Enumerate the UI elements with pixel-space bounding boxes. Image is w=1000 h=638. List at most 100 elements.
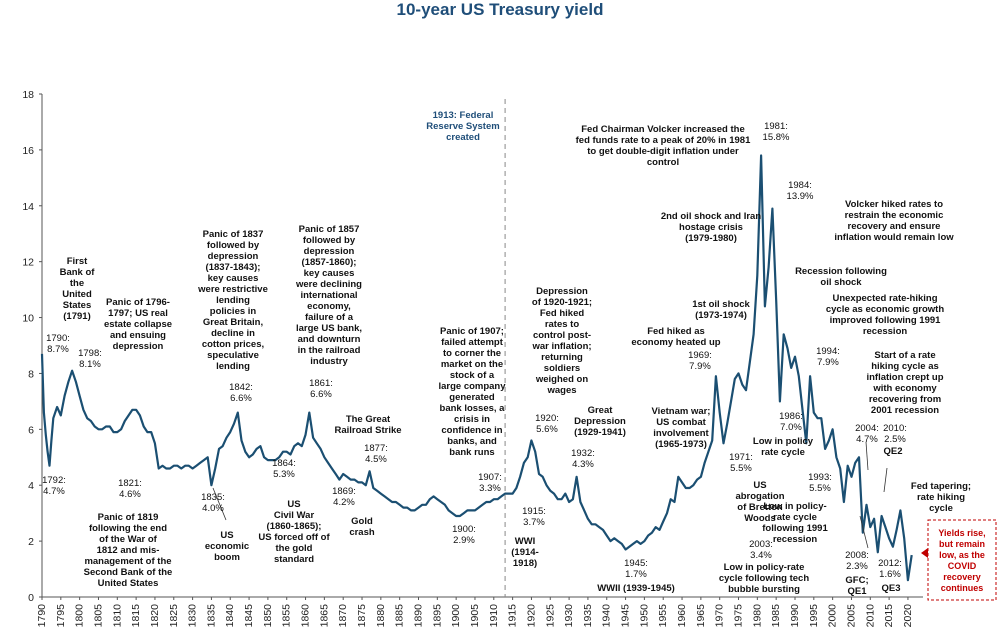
event-note: Gold crash bbox=[349, 516, 375, 538]
annotation-label-line: 8.7% bbox=[47, 344, 69, 355]
event-note: 2nd oil shock and Iran hostage crisis (197… bbox=[661, 211, 761, 244]
event-note: GFC; QE1 bbox=[845, 575, 868, 597]
annotation-label: 1861: 6.6% bbox=[309, 378, 333, 400]
event-note-line: rate cycle bbox=[773, 512, 817, 523]
annotation-label-line: 1790: bbox=[46, 333, 70, 344]
annotation-label-line: 5.5% bbox=[730, 463, 752, 474]
covid-callout-box bbox=[927, 519, 997, 601]
event-note-line: the bbox=[70, 278, 84, 289]
x-tick-label: 1940 bbox=[601, 604, 613, 628]
x-tick-label: 1920 bbox=[525, 604, 537, 628]
event-note-line: Panic of 1907; bbox=[440, 326, 504, 337]
event-note-line: standard bbox=[274, 554, 314, 565]
annotation-label: 1864: 5.3% bbox=[272, 458, 296, 480]
y-tick-label: 14 bbox=[22, 201, 34, 213]
event-note-line: bank losses, a bbox=[440, 403, 506, 414]
annotation-label: 1792: 4.7% bbox=[42, 475, 66, 497]
event-note-line: (1837-1843); bbox=[206, 262, 261, 273]
event-note-line: Low in policy- bbox=[763, 501, 826, 512]
event-note-line: Panic of 1837 bbox=[203, 229, 264, 240]
event-note-line: cycle as economic growth bbox=[826, 304, 944, 315]
annotation-label: 2008: 2.3% bbox=[845, 550, 869, 572]
event-note: Vietnam war; US combat involvement (1965-19… bbox=[652, 406, 711, 450]
annotation-label: 2004: 4.7% bbox=[855, 423, 879, 445]
event-note-line: hiking cycle as bbox=[871, 361, 939, 372]
event-note-line: to get double-digit inflation under bbox=[587, 146, 739, 157]
annotation-label-line: 2.9% bbox=[453, 535, 475, 546]
event-note: QE2 bbox=[883, 446, 902, 457]
event-note-line: failure of a bbox=[305, 312, 354, 323]
event-note-line: Fed tapering; bbox=[911, 481, 971, 492]
y-tick-label: 18 bbox=[22, 89, 34, 101]
annotation-label: 1798: 8.1% bbox=[78, 348, 102, 370]
event-note-line: inflation crept up bbox=[866, 372, 943, 383]
annotation-label-line: 4.7% bbox=[43, 486, 65, 497]
event-note: Fed tapering; rate hiking cycle bbox=[911, 481, 971, 514]
annotation-label-line: 1994: bbox=[816, 346, 840, 357]
annotation-label-line: 1842: bbox=[229, 382, 253, 393]
event-note-line: large company bbox=[438, 381, 506, 392]
event-note-line: (1791) bbox=[63, 311, 90, 322]
x-tick-label: 1810 bbox=[111, 604, 123, 628]
y-tick-label: 10 bbox=[22, 313, 34, 325]
event-note-line: United States bbox=[98, 578, 159, 589]
x-tick-label: 1805 bbox=[92, 604, 104, 628]
annotation-label: 2012: 1.6% bbox=[878, 558, 902, 580]
event-note-line: Recession following bbox=[795, 266, 887, 277]
event-note-line: QE3 bbox=[881, 583, 900, 594]
event-note: Unexpected rate-hiking cycle as economic … bbox=[826, 293, 944, 337]
annotation-label: 1994: 7.9% bbox=[816, 346, 840, 368]
event-note-line: QE2 bbox=[883, 446, 902, 457]
event-note-line: (1929-1941) bbox=[574, 427, 626, 438]
event-note: Low in policy-rate cycle following tech bu… bbox=[719, 562, 809, 595]
annotation-label-line: 1969: bbox=[688, 350, 712, 361]
x-tick-label: 1860 bbox=[300, 604, 312, 628]
annotation-label-line: 1907: bbox=[478, 472, 502, 483]
annotation-label-line: 7.9% bbox=[689, 361, 711, 372]
event-note-line: Depression bbox=[574, 416, 626, 427]
x-tick-label: 1930 bbox=[563, 604, 575, 628]
annotation-label-line: 4.2% bbox=[333, 497, 355, 508]
event-note-line: inflation would remain low bbox=[834, 232, 954, 243]
x-tick-label: 1795 bbox=[55, 604, 67, 628]
event-note-line: Fed Chairman Volcker increased the bbox=[581, 124, 745, 135]
event-note-line: key causes bbox=[304, 268, 355, 279]
event-note: Fed Chairman Volcker increased the fed fu… bbox=[576, 124, 751, 168]
event-note-line: depression bbox=[304, 246, 355, 257]
x-tick-label: 1790 bbox=[36, 604, 48, 628]
event-note-line: 1918) bbox=[513, 558, 537, 569]
x-tick-label: 2010 bbox=[864, 604, 876, 628]
covid-callout-pointer bbox=[921, 548, 928, 558]
x-tick-label: 1845 bbox=[243, 604, 255, 628]
annotation-label: 2010: 2.5% bbox=[883, 423, 907, 445]
event-note: QE3 bbox=[881, 583, 900, 594]
event-note-line: management of the bbox=[84, 556, 171, 567]
annotation-label-line: 1900: bbox=[452, 524, 476, 535]
annotation-label-line: 5.6% bbox=[536, 424, 558, 435]
event-note-line: in the railroad bbox=[298, 345, 361, 356]
x-tick-label: 1875 bbox=[356, 604, 368, 628]
event-note-line: the gold bbox=[276, 543, 313, 554]
covid-callout-text-line: continues bbox=[941, 583, 984, 593]
event-note-line: Gold bbox=[351, 516, 373, 527]
annotation-label: 1920: 5.6% bbox=[535, 413, 559, 435]
event-note-line: recovery and ensure bbox=[848, 221, 941, 232]
event-note-line: restrain the economic bbox=[845, 210, 944, 221]
x-tick-label: 1935 bbox=[582, 604, 594, 628]
fed-reference-label-line: 1913: Federal bbox=[433, 110, 494, 121]
event-note-line: were declining bbox=[295, 279, 362, 290]
fed-reference-label-line: created bbox=[446, 132, 480, 143]
event-note: Great Depression (1929-1941) bbox=[574, 405, 626, 438]
event-note-line: recovering from bbox=[869, 394, 941, 405]
x-tick-label: 1840 bbox=[224, 604, 236, 628]
event-note: Recession following oil shock bbox=[795, 266, 887, 288]
event-note-line: WWI bbox=[515, 536, 536, 547]
x-tick-label: 2005 bbox=[845, 604, 857, 628]
event-note-line: stock of a bbox=[450, 370, 495, 381]
x-tick-label: 1850 bbox=[262, 604, 274, 628]
annotation-label-line: 1945: bbox=[624, 558, 648, 569]
annotation-label-line: 13.9% bbox=[787, 191, 814, 202]
event-note-line: (1973-1974) bbox=[695, 310, 747, 321]
event-note-line: crash bbox=[349, 527, 375, 538]
event-note: 1st oil shock (1973-1974) bbox=[692, 299, 750, 321]
